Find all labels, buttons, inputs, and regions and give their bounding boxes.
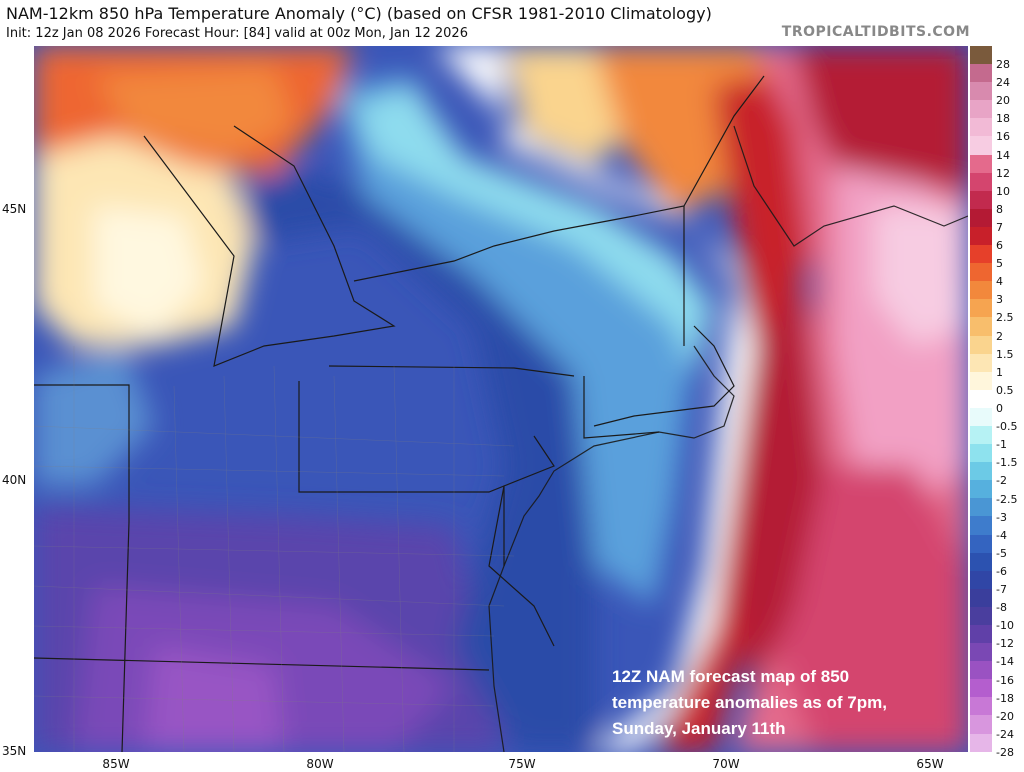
colorbar-label: 5 — [996, 257, 1003, 271]
annotation-line-2: temperature anomalies as of 7pm, — [612, 693, 887, 712]
colorbar-label: 6 — [996, 239, 1003, 253]
colorbar-segment — [970, 226, 992, 246]
colorbar-label: -24 — [996, 727, 1014, 741]
lat-label-40n: 40N — [2, 473, 27, 487]
colorbar-segment — [970, 444, 992, 463]
annotation: 12Z NAM forecast map of 850 temperature … — [612, 664, 887, 742]
colorbar-segment — [970, 353, 992, 372]
colorbar-segment — [970, 425, 992, 445]
colorbar-segment — [970, 100, 992, 119]
colorbar-segment — [970, 208, 992, 227]
colorbar-segment — [970, 64, 992, 83]
colorbar-label: 2.5 — [996, 311, 1014, 325]
colorbar-label: 7 — [996, 220, 1003, 234]
lon-label-65w: 65W — [916, 757, 944, 771]
colorbar-segment — [970, 498, 992, 517]
colorbar-label: -18 — [996, 691, 1014, 705]
colorbar-segment — [970, 606, 992, 625]
colorbar-segment — [970, 154, 992, 173]
annotation-line-1: 12Z NAM forecast map of 850 — [612, 667, 850, 686]
colorbar-segment — [970, 407, 992, 426]
map-canvas — [34, 46, 968, 752]
colorbar-label: -2.5 — [996, 492, 1018, 506]
watermark: TROPICALTIDBITS.COM — [781, 24, 970, 40]
colorbar-label: 12 — [996, 166, 1010, 180]
colorbar-label: -4 — [996, 528, 1007, 542]
colorbar — [970, 46, 992, 752]
colorbar-segment — [970, 570, 992, 589]
lon-label-85w: 85W — [102, 757, 130, 771]
colorbar-label: 20 — [996, 94, 1010, 108]
colorbar-segment — [970, 82, 992, 101]
colorbar-label: -3 — [996, 510, 1007, 524]
colorbar-segment — [970, 733, 992, 752]
colorbar-segment — [970, 715, 992, 734]
lat-label-45n: 45N — [2, 202, 27, 216]
colorbar-segment — [970, 697, 992, 716]
colorbar-label: 18 — [996, 112, 1010, 126]
colorbar-segment — [970, 588, 992, 607]
colorbar-label: -12 — [996, 637, 1014, 651]
colorbar-segment — [970, 245, 992, 264]
county-lines — [34, 346, 515, 752]
colorbar-label: 3 — [996, 293, 1003, 307]
lat-label-35n: 35N — [2, 744, 27, 758]
colorbar-segment — [970, 317, 992, 336]
colorbar-label: -10 — [996, 619, 1014, 633]
colorbar-label: -7 — [996, 583, 1007, 597]
colorbar-label: 1 — [996, 365, 1003, 379]
colorbar-label: -6 — [996, 564, 1007, 578]
colorbar-segment — [970, 643, 992, 662]
colorbar-label: -16 — [996, 673, 1014, 687]
colorbar-label: 24 — [996, 76, 1010, 90]
colorbar-segment — [970, 389, 992, 408]
colorbar-segment — [970, 552, 992, 571]
colorbar-label: -2 — [996, 474, 1007, 488]
colorbar-segment — [970, 516, 992, 535]
colorbar-label: 14 — [996, 148, 1010, 162]
lon-label-70w: 70W — [712, 757, 740, 771]
map-subtitle: Init: 12z Jan 08 2026 Forecast Hour: [84… — [6, 26, 468, 41]
colorbar-segment — [970, 263, 992, 282]
colorbar-label: -14 — [996, 655, 1014, 669]
boundary-lines — [34, 75, 765, 752]
colorbar-segment — [970, 462, 992, 481]
colorbar-segment — [970, 190, 992, 209]
colorbar-label: -20 — [996, 709, 1014, 723]
colorbar-label: 8 — [996, 202, 1003, 216]
colorbar-label: -8 — [996, 601, 1007, 615]
colorbar-segment — [970, 371, 992, 390]
colorbar-segment — [970, 661, 992, 680]
colorbar-label: 1.5 — [996, 347, 1014, 361]
colorbar-label: 16 — [996, 130, 1010, 144]
colorbar-segment — [970, 118, 992, 137]
colorbar-segment — [970, 480, 992, 499]
colorbar-segment — [970, 299, 992, 318]
colorbar-segment — [970, 625, 992, 644]
colorbar-label: 28 — [996, 58, 1010, 72]
annotation-line-3: Sunday, January 11th — [612, 719, 786, 738]
anomaly-map — [34, 46, 968, 752]
colorbar-label: -1 — [996, 438, 1007, 452]
colorbar-label: 10 — [996, 184, 1010, 198]
colorbar-label: -28 — [996, 745, 1014, 759]
lon-label-75w: 75W — [508, 757, 536, 771]
lon-label-80w: 80W — [306, 757, 334, 771]
colorbar-segment — [970, 335, 992, 354]
colorbar-label: 0 — [996, 402, 1003, 415]
colorbar-segment — [970, 136, 992, 155]
map-title: NAM-12km 850 hPa Temperature Anomaly (°C… — [6, 4, 712, 23]
colorbar-segment — [970, 281, 992, 300]
colorbar-label: -0.5 — [996, 420, 1018, 434]
colorbar-segment — [970, 679, 992, 698]
colorbar-segment — [970, 172, 992, 191]
coastline-east — [488, 125, 968, 752]
colorbar-label: -5 — [996, 546, 1007, 560]
colorbar-label: -1.5 — [996, 456, 1018, 470]
colorbar-label: 2 — [996, 329, 1003, 343]
colorbar-segment — [970, 46, 992, 65]
colorbar-label: 4 — [996, 275, 1003, 289]
colorbar-label: 0.5 — [996, 383, 1014, 397]
colorbar-segment — [970, 534, 992, 553]
